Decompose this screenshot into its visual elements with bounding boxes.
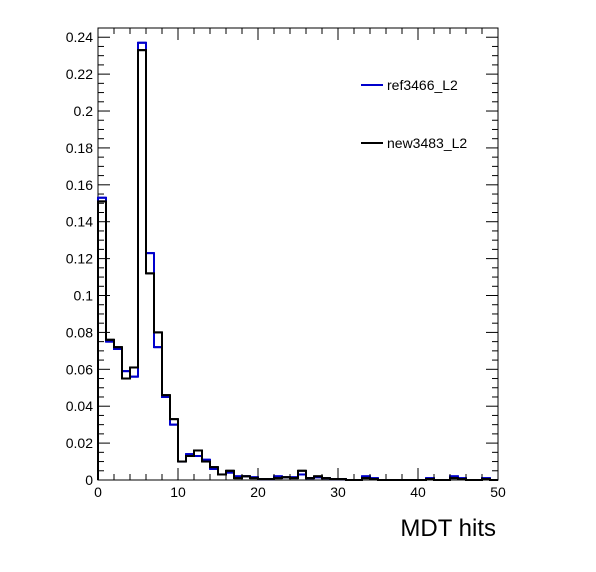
- axes-group: 0 10 20 30 40 50 0 0.02 0.04 0.06 0.08 0.1 0.12 0.14 0…: [66, 27, 506, 500]
- y-tick-label-10: 0.2: [74, 103, 94, 119]
- y-tick-label-11: 0.22: [66, 66, 93, 82]
- x-tick-label-3: 30: [330, 484, 346, 500]
- series-group: [97, 41, 498, 481]
- y-tick-label-0: 0: [85, 472, 93, 488]
- series-1: [97, 49, 498, 481]
- y-tick-label-5: 0.1: [74, 288, 94, 304]
- x-tick-label-1: 10: [170, 484, 186, 500]
- y-tick-label-12: 0.24: [66, 29, 93, 45]
- legend-label-0: ref3466_L2: [387, 77, 458, 93]
- series-0: [97, 41, 498, 481]
- y-tick-label-9: 0.18: [66, 140, 93, 156]
- y-tick-label-1: 0.02: [66, 435, 93, 451]
- plot-area-border: [97, 27, 499, 481]
- x-tick-label-0: 0: [94, 484, 102, 500]
- x-tick-label-4: 40: [410, 484, 426, 500]
- series-line-1: [97, 49, 498, 481]
- x-axis-title: MDT hits: [400, 515, 496, 542]
- y-tick-label-3: 0.06: [66, 361, 93, 377]
- y-tick-label-8: 0.16: [66, 177, 93, 193]
- plot-frame: [97, 27, 499, 481]
- x-tick-label-2: 20: [250, 484, 266, 500]
- legend-label-1: new3483_L2: [387, 135, 467, 151]
- x-tick-label-5: 50: [490, 484, 506, 500]
- legend: ref3466_L2 new3483_L2: [361, 77, 467, 151]
- y-tick-label-7: 0.14: [66, 214, 93, 230]
- y-tick-label-4: 0.08: [66, 324, 93, 340]
- y-tick-label-6: 0.12: [66, 251, 93, 267]
- series-line-0: [97, 41, 498, 481]
- y-tick-label-2: 0.04: [66, 398, 93, 414]
